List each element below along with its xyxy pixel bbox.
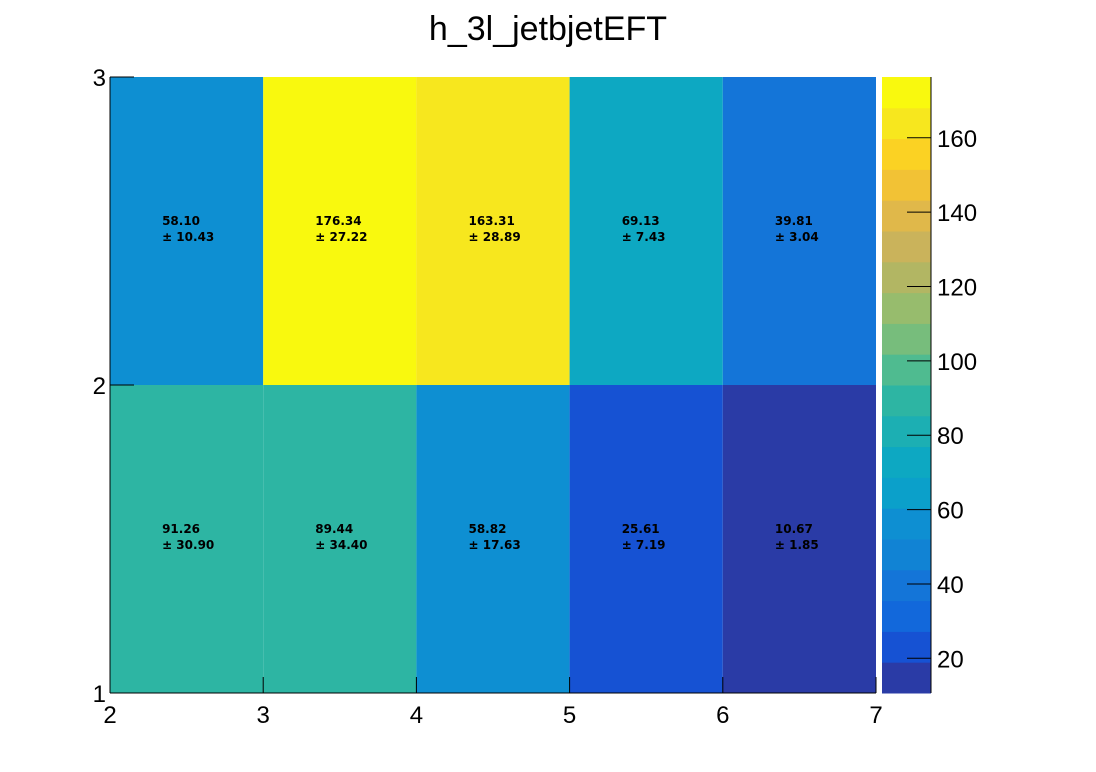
palette-segment <box>882 107 931 140</box>
palette-tick-label: 40 <box>937 572 964 599</box>
heatmap-cell <box>569 77 723 385</box>
cell-value-label: 25.61 <box>622 522 660 536</box>
cell-error-label: ± 1.85 <box>775 538 819 552</box>
palette-tick-label: 160 <box>937 126 977 153</box>
x-tick-label: 7 <box>869 702 882 729</box>
cell-value-label: 163.31 <box>468 214 514 228</box>
heatmap-cell <box>110 77 264 385</box>
cell-error-label: ± 7.19 <box>622 538 666 552</box>
palette-segment <box>882 138 931 170</box>
heatmap-cell <box>263 385 417 693</box>
heatmap-cell <box>722 77 876 385</box>
palette-segment <box>882 508 931 540</box>
cell-error-label: ± 17.63 <box>468 538 520 552</box>
palette-segment <box>882 354 931 386</box>
cell-value-label: 91.26 <box>162 522 200 536</box>
palette-segment <box>882 662 931 694</box>
palette-segment <box>882 539 931 571</box>
palette-tick-label: 100 <box>937 349 977 376</box>
cell-error-label: ± 27.22 <box>315 230 367 244</box>
palette-tick-label: 60 <box>937 498 964 525</box>
heatmap-cell <box>722 385 876 693</box>
cell-error-label: ± 10.43 <box>162 230 214 244</box>
palette-segment <box>882 569 931 602</box>
y-tick-label: 2 <box>93 373 106 400</box>
palette-segment <box>882 477 931 509</box>
palette-segment <box>882 200 931 232</box>
cell-error-label: ± 28.89 <box>468 230 520 244</box>
y-tick-label: 3 <box>93 65 106 92</box>
cell-value-label: 58.10 <box>162 214 200 228</box>
palette-segment <box>882 169 931 201</box>
x-tick-label: 5 <box>563 702 576 729</box>
heatmap-cell <box>569 385 723 693</box>
cell-error-label: ± 3.04 <box>775 230 819 244</box>
palette-segment <box>882 600 931 632</box>
palette-tick-label: 20 <box>937 646 964 673</box>
cell-value-label: 39.81 <box>775 214 813 228</box>
cell-value-label: 69.13 <box>622 214 660 228</box>
cell-error-label: ± 30.90 <box>162 538 214 552</box>
cell-error-label: ± 34.40 <box>315 538 367 552</box>
palette-segment <box>882 385 931 417</box>
palette-segment <box>882 415 931 448</box>
palette-tick-label: 140 <box>937 200 977 227</box>
palette-segment <box>882 292 931 324</box>
cell-value-label: 176.34 <box>315 214 361 228</box>
heatmap-cell <box>416 77 570 385</box>
heatmap-cell <box>263 77 417 385</box>
palette-segment <box>882 446 931 478</box>
palette-segment <box>882 77 931 109</box>
palette-segment <box>882 323 931 355</box>
x-tick-label: 2 <box>103 702 116 729</box>
palette-segment <box>882 631 931 663</box>
palette-segment <box>882 231 931 263</box>
palette-segment <box>882 261 931 294</box>
heatmap-cell <box>416 385 570 693</box>
heatmap-cell <box>110 385 264 693</box>
y-tick-label: 1 <box>93 681 106 708</box>
palette-tick-label: 120 <box>937 274 977 301</box>
cell-labels: 91.26 ± 30.90 89.44 ± 34.40 58.82 ± 17.63 25.6… <box>162 214 819 552</box>
x-tick-label: 4 <box>410 702 423 729</box>
cell-value-label: 10.67 <box>775 522 813 536</box>
chart-title: h_3l_jetbjetEFT <box>429 10 667 48</box>
cell-value-label: 58.82 <box>468 522 506 536</box>
x-tick-label: 6 <box>716 702 729 729</box>
cell-value-label: 89.44 <box>315 522 353 536</box>
cell-error-label: ± 7.43 <box>622 230 666 244</box>
color-palette: 20 40 60 80 100 120 140 160 <box>882 77 977 694</box>
heatmap-cells <box>110 77 876 693</box>
palette-tick-label: 80 <box>937 423 964 450</box>
x-tick-label: 3 <box>257 702 270 729</box>
